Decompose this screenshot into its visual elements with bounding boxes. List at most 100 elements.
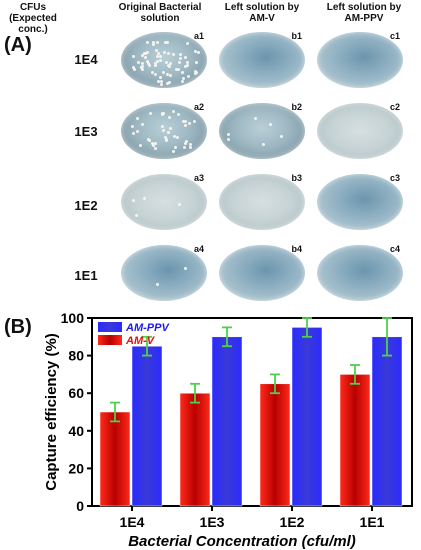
bacterial-colony bbox=[164, 139, 168, 143]
plate-tag: b3 bbox=[291, 173, 302, 183]
bacterial-colony bbox=[167, 63, 171, 67]
bar-am-v-1e3 bbox=[179, 392, 211, 507]
panel-a-label: (A) bbox=[4, 34, 32, 56]
legend-swatch-am-ppv bbox=[98, 322, 122, 332]
bacterial-colony bbox=[185, 139, 189, 143]
plate-b4: b4 bbox=[216, 242, 308, 304]
bacterial-colony bbox=[197, 51, 200, 55]
bacterial-colony bbox=[168, 81, 172, 85]
y-axis-label: Capture efficiency (%) bbox=[43, 333, 60, 491]
bacterial-colony bbox=[186, 74, 190, 78]
x-tick-label-1e3: 1E3 bbox=[200, 514, 225, 530]
bacterial-colony bbox=[158, 54, 162, 58]
bacterial-colony bbox=[166, 82, 170, 86]
bacterial-colony bbox=[178, 61, 182, 65]
plate-tag: b2 bbox=[291, 102, 302, 112]
bacterial-colony bbox=[157, 80, 161, 84]
bacterial-colony bbox=[158, 58, 162, 62]
bacterial-colony bbox=[194, 72, 198, 76]
bacterial-colony bbox=[168, 127, 172, 131]
x-tick-label-1e4: 1E4 bbox=[120, 514, 145, 530]
bacterial-colony bbox=[140, 66, 144, 70]
plate-tag: a3 bbox=[193, 173, 204, 183]
bacterial-colony bbox=[133, 68, 137, 72]
bacterial-colony bbox=[148, 138, 152, 142]
bacterial-colony bbox=[173, 146, 177, 150]
bacterial-colony bbox=[168, 74, 172, 78]
bacterial-colony bbox=[175, 135, 179, 139]
bacterial-colony bbox=[184, 119, 188, 123]
legend-label-am-ppv: AM-PPV bbox=[125, 322, 170, 334]
bacterial-colony bbox=[146, 62, 150, 66]
bacterial-colony bbox=[175, 68, 179, 72]
bacterial-colony bbox=[140, 53, 144, 57]
bacterial-colony bbox=[171, 109, 175, 113]
plate-b1: b1 bbox=[216, 29, 308, 91]
bacterial-colony bbox=[183, 65, 187, 69]
bacterial-colony bbox=[172, 149, 176, 153]
row-label-1e3: 1E3 bbox=[74, 124, 98, 139]
bacterial-colony bbox=[194, 50, 198, 54]
bacterial-colony bbox=[145, 51, 149, 54]
bacterial-colony bbox=[146, 60, 150, 64]
bacterial-colony bbox=[188, 121, 192, 125]
bacterial-colony bbox=[139, 143, 142, 147]
cfu-header: CFUs (Expected conc.) bbox=[9, 2, 57, 35]
bacterial-colony bbox=[151, 41, 155, 45]
bacterial-colony bbox=[269, 122, 273, 126]
bacterial-colony bbox=[226, 133, 230, 137]
bacterial-colony bbox=[227, 137, 231, 141]
bacterial-colony bbox=[137, 61, 140, 65]
bacterial-colony bbox=[172, 135, 176, 139]
panel-b-label: (B) bbox=[4, 316, 32, 338]
bacterial-colony bbox=[140, 62, 144, 66]
bacterial-colony bbox=[194, 70, 198, 74]
bacterial-colony bbox=[147, 63, 151, 67]
bacterial-colony bbox=[181, 70, 185, 74]
bacterial-colony bbox=[184, 141, 188, 145]
bacterial-colony bbox=[157, 51, 161, 55]
plate-tag: c4 bbox=[389, 244, 400, 254]
bacterial-colony bbox=[141, 123, 145, 127]
bacterial-colony bbox=[141, 64, 145, 68]
bacterial-colony bbox=[167, 51, 171, 55]
plate-a3: a3 bbox=[118, 171, 210, 233]
bacterial-colony bbox=[153, 62, 157, 66]
bacterial-colony bbox=[176, 113, 180, 117]
bacterial-colony bbox=[154, 142, 158, 146]
plate-tag: a4 bbox=[193, 244, 204, 254]
bacterial-colony bbox=[154, 146, 158, 150]
plate-b3: b3 bbox=[216, 171, 308, 233]
plate-c2: c2 bbox=[314, 100, 406, 162]
plate-a2: a2 bbox=[118, 100, 210, 162]
y-tick-label: 60 bbox=[68, 385, 84, 401]
bacterial-colony bbox=[156, 55, 160, 59]
plate-tag: b4 bbox=[291, 244, 302, 254]
bacterial-colony bbox=[181, 80, 185, 84]
bacterial-colony bbox=[184, 267, 188, 271]
bacterial-colony bbox=[188, 146, 192, 150]
bacterial-colony bbox=[152, 143, 156, 147]
bar-am-v-1e1 bbox=[339, 374, 371, 507]
bar-am-ppv-1e1 bbox=[371, 336, 403, 507]
bacterial-colony bbox=[130, 124, 134, 128]
bacterial-colony bbox=[186, 42, 190, 46]
x-axis-label: Bacterial Concentration (cfu/ml) bbox=[128, 533, 356, 550]
bar-am-ppv-1e2 bbox=[291, 327, 323, 507]
bacterial-colony bbox=[165, 41, 169, 45]
plate-c4: c4 bbox=[314, 242, 406, 304]
bacterial-colony bbox=[155, 60, 159, 64]
bacterial-colony bbox=[195, 61, 199, 65]
row-label-1e4: 1E4 bbox=[74, 52, 98, 67]
y-tick-label: 20 bbox=[68, 460, 84, 476]
bacterial-colony bbox=[193, 119, 197, 123]
bacterial-colony bbox=[131, 198, 135, 202]
bacterial-colony bbox=[150, 141, 154, 145]
bacterial-colony bbox=[162, 129, 166, 133]
bacterial-colony bbox=[163, 41, 167, 45]
plate-tag: c3 bbox=[389, 173, 400, 183]
plate-tag: a2 bbox=[193, 102, 204, 112]
bacterial-colony bbox=[182, 119, 186, 123]
bacterial-colony bbox=[279, 134, 283, 138]
